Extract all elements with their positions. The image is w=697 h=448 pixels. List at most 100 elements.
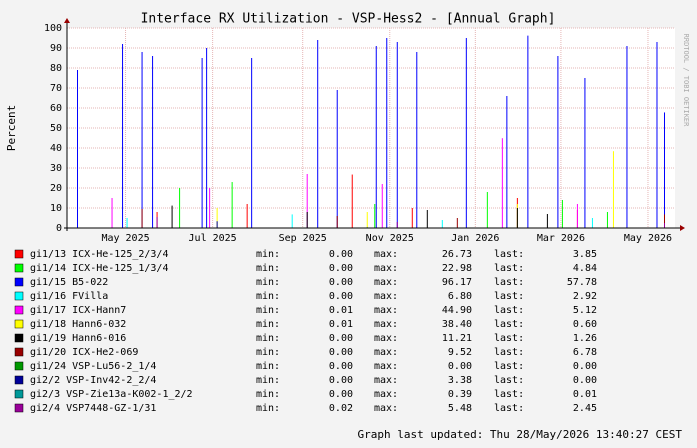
legend-label: gi1/17 ICX-Hann7 <box>30 305 126 316</box>
legend-label: gi1/14 ICX-He-125_1/3/4 <box>30 263 168 274</box>
y-tick-label: 30 <box>50 163 62 174</box>
stat-label: last: <box>494 305 524 316</box>
watermark: RRDTOOL / TOBI OETIKER <box>682 34 690 128</box>
stat-label: last: <box>494 291 524 302</box>
stat-label: last: <box>494 361 524 372</box>
legend-swatch <box>14 263 24 273</box>
y-tick-label: 20 <box>50 183 62 194</box>
stat-value: 5.48 <box>448 403 472 414</box>
y-tick-label: 80 <box>50 63 62 74</box>
legend-swatch <box>14 277 24 287</box>
y-tick-label: 70 <box>50 83 62 94</box>
y-tick-label: 50 <box>50 123 62 134</box>
x-tick-label: May 2026 <box>624 233 672 244</box>
stat-value: 0.01 <box>329 319 353 330</box>
footer: Graph last updated: Thu 28/May/2026 13:4… <box>357 428 682 441</box>
legend-swatch <box>14 347 24 357</box>
stat-value: 57.78 <box>567 277 597 288</box>
stat-label: last: <box>494 347 524 358</box>
stat-label: max: <box>374 249 398 260</box>
legend-label: gi1/24 VSP-Lu56-2_1/4 <box>30 361 156 372</box>
legend-label: gi2/2 VSP-Inv42-2_2/4 <box>30 375 156 386</box>
x-tick-label: May 2025 <box>101 233 149 244</box>
legend-swatch <box>14 375 24 385</box>
legend-label: gi2/4 VSP7448-GZ-1/31 <box>30 403 156 414</box>
stat-label: max: <box>374 291 398 302</box>
stat-value: 0.60 <box>573 319 597 330</box>
legend-label: gi1/19 Hann6-016 <box>30 333 126 344</box>
legend-swatch <box>14 305 24 315</box>
stat-value: 0.01 <box>329 305 353 316</box>
legend-swatch <box>14 361 24 371</box>
y-tick-label: 90 <box>50 43 62 54</box>
stat-value: 11.21 <box>442 333 472 344</box>
stat-label: min: <box>256 249 280 260</box>
stat-label: min: <box>256 347 280 358</box>
stat-label: max: <box>374 375 398 386</box>
stat-label: min: <box>256 305 280 316</box>
stat-value: 9.52 <box>448 347 472 358</box>
stat-value: 2.92 <box>573 291 597 302</box>
y-tick-label: 100 <box>44 23 62 34</box>
stat-value: 22.98 <box>442 263 472 274</box>
stat-value: 5.12 <box>573 305 597 316</box>
stat-label: min: <box>256 291 280 302</box>
stat-value: 0.39 <box>448 389 472 400</box>
stat-label: last: <box>494 403 524 414</box>
legend-swatch <box>14 389 24 399</box>
stat-value: 0.00 <box>329 375 353 386</box>
x-tick-label: Mar 2026 <box>537 233 585 244</box>
y-tick-label: 40 <box>50 143 62 154</box>
axis-arrow <box>64 18 70 23</box>
y-tick-label: 0 <box>56 223 62 234</box>
stat-label: last: <box>494 375 524 386</box>
legend-swatch <box>14 403 24 413</box>
stat-value: 4.84 <box>573 263 597 274</box>
stat-label: min: <box>256 361 280 372</box>
legend-label: gi1/15 B5-022 <box>30 277 108 288</box>
stat-label: max: <box>374 333 398 344</box>
stat-label: last: <box>494 333 524 344</box>
stat-label: max: <box>374 347 398 358</box>
legend-label: gi1/20 ICX-He2-069 <box>30 347 138 358</box>
stat-value: 0.00 <box>329 277 353 288</box>
stat-value: 0.02 <box>329 403 353 414</box>
y-tick-label: 10 <box>50 203 62 214</box>
stat-label: min: <box>256 403 280 414</box>
stat-value: 38.40 <box>442 319 472 330</box>
legend-label: gi1/18 Hann6-032 <box>30 319 126 330</box>
stat-label: max: <box>374 263 398 274</box>
legend-swatch <box>14 291 24 301</box>
stat-value: 0.00 <box>573 375 597 386</box>
stat-label: last: <box>494 277 524 288</box>
stat-label: max: <box>374 361 398 372</box>
stat-value: 1.26 <box>573 333 597 344</box>
stat-label: last: <box>494 319 524 330</box>
stat-value: 0.00 <box>329 249 353 260</box>
stat-value: 44.90 <box>442 305 472 316</box>
legend-swatch <box>14 319 24 329</box>
stat-label: max: <box>374 277 398 288</box>
legend-label: gi1/13 ICX-He-125_2/3/4 <box>30 249 168 260</box>
legend-swatch <box>14 333 24 343</box>
stat-value: 3.38 <box>448 375 472 386</box>
stat-label: min: <box>256 375 280 386</box>
stat-label: min: <box>256 263 280 274</box>
stat-label: max: <box>374 305 398 316</box>
legend-swatch <box>14 249 24 259</box>
stat-label: max: <box>374 389 398 400</box>
x-tick-label: Jan 2026 <box>451 233 499 244</box>
stat-label: min: <box>256 333 280 344</box>
stat-value: 6.80 <box>448 291 472 302</box>
stat-label: max: <box>374 319 398 330</box>
stat-value: 96.17 <box>442 277 472 288</box>
stat-label: max: <box>374 403 398 414</box>
stat-label: min: <box>256 277 280 288</box>
axis-arrow <box>680 225 685 231</box>
x-tick-label: Sep 2025 <box>279 233 327 244</box>
stat-value: 0.00 <box>329 263 353 274</box>
legend-label: gi1/16 FVilla <box>30 291 108 302</box>
stat-label: last: <box>494 249 524 260</box>
stat-label: min: <box>256 389 280 400</box>
